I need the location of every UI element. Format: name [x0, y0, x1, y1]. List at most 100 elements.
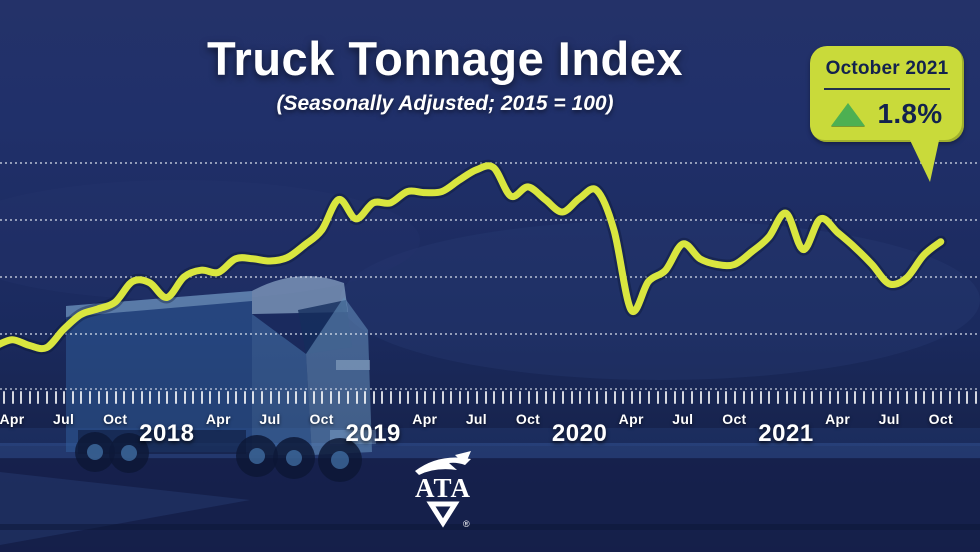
axis-tick	[235, 391, 238, 404]
gridline-115	[0, 219, 980, 221]
ata-logo-swoosh	[415, 457, 471, 475]
axis-tick	[845, 391, 848, 404]
axis-tick	[355, 391, 358, 404]
axis-tick	[63, 391, 66, 404]
axis-tick	[742, 391, 745, 404]
axis-label-jul-2018: Jul	[259, 411, 281, 427]
axis-tick	[613, 391, 616, 404]
axis-tick	[3, 391, 5, 404]
axis-tick	[20, 391, 23, 404]
axis-label-year-2019: 2019	[345, 420, 401, 447]
gridline-105	[0, 333, 980, 335]
axis-label-oct-2017: Oct	[103, 411, 128, 427]
axis-tick	[123, 391, 126, 404]
ata-logo-triangle	[426, 501, 460, 528]
axis-tick	[716, 391, 719, 404]
up-arrow-icon	[831, 102, 866, 126]
axis-tick	[441, 391, 444, 404]
axis-tick	[424, 391, 427, 404]
axis-tick	[923, 391, 926, 404]
axis-label-oct-2021: Oct	[928, 411, 953, 427]
axis-tick	[966, 391, 969, 404]
axis-tick	[28, 391, 31, 404]
axis-tick	[579, 391, 582, 404]
axis-tick	[390, 391, 392, 404]
axis-tick	[200, 391, 203, 404]
axis-label-oct-2020: Oct	[722, 411, 747, 427]
axis-tick	[570, 391, 573, 404]
axis-tick	[914, 391, 917, 404]
axis-tick	[381, 391, 384, 404]
axis-tick	[630, 391, 633, 404]
axis-tick	[407, 391, 410, 404]
axis-tick	[691, 391, 693, 404]
axis-tick	[553, 391, 556, 404]
axis-tick	[510, 391, 513, 404]
axis-tick	[794, 391, 797, 404]
axis-tick	[166, 391, 169, 404]
axis-tick	[768, 391, 771, 404]
axis-label-apr-2021: Apr	[825, 411, 851, 427]
axis-tick	[252, 391, 255, 404]
axis-tick	[906, 391, 908, 404]
axis-tick	[312, 391, 315, 404]
axis-tick	[828, 391, 831, 404]
axis-tick	[708, 391, 711, 404]
axis-tick	[338, 391, 341, 404]
axis-tick	[71, 391, 74, 404]
axis-tick	[725, 391, 728, 404]
page-subtitle: (Seasonally Adjusted; 2015 = 100)	[276, 92, 614, 116]
axis-tick	[278, 391, 281, 404]
axis-tick	[837, 391, 840, 404]
axis-tick	[888, 391, 891, 404]
axis-tick	[37, 391, 40, 404]
axis-tick	[665, 391, 668, 404]
axis-tick	[114, 391, 117, 404]
axis-tick	[605, 391, 607, 404]
axis-tick	[192, 391, 195, 404]
axis-tick	[493, 391, 496, 404]
axis-tick	[501, 391, 504, 404]
axis-tick	[639, 391, 642, 404]
axis-tick	[183, 391, 186, 404]
gridline-110	[0, 276, 980, 278]
axis-tick	[347, 391, 349, 404]
axis-tick	[854, 391, 857, 404]
axis-tick	[209, 391, 212, 404]
axis-tick	[587, 391, 590, 404]
axis-tick	[269, 391, 272, 404]
axis-tick	[949, 391, 951, 404]
axis-tick	[97, 391, 100, 404]
axis-tick	[295, 391, 298, 404]
axis-label-jul-2017: Jul	[53, 411, 75, 427]
axis-label-oct-2019: Oct	[515, 411, 541, 427]
axis-tick	[286, 391, 289, 404]
axis-tick	[89, 391, 91, 404]
axis-label-year-2020: 2020	[551, 420, 608, 447]
axis-label-jul-2020: Jul	[672, 411, 694, 427]
axis-label-apr-2017: Apr	[0, 411, 25, 427]
axis-tick	[175, 391, 177, 404]
axis-tick	[759, 391, 762, 404]
axis-tick	[372, 391, 375, 404]
line-shadow	[0, 159, 947, 355]
axis-tick	[897, 391, 900, 404]
callout-tail	[908, 136, 940, 182]
axis-tick	[106, 391, 109, 404]
axis-tick	[871, 391, 874, 404]
axis-tick	[476, 391, 478, 404]
axis-tick	[957, 391, 960, 404]
axis-tick	[682, 391, 685, 404]
axis-tick	[931, 391, 934, 404]
axis-tick	[218, 391, 220, 404]
axis-tick	[398, 391, 401, 404]
axis-tick	[536, 391, 539, 404]
axis-tick	[140, 391, 143, 404]
axis-tick	[974, 391, 977, 404]
axis-tick	[527, 391, 530, 404]
axis-tick	[802, 391, 805, 404]
callout-period: October 2021	[825, 58, 949, 79]
axis-tick	[863, 391, 865, 404]
axis-tick	[450, 391, 453, 404]
